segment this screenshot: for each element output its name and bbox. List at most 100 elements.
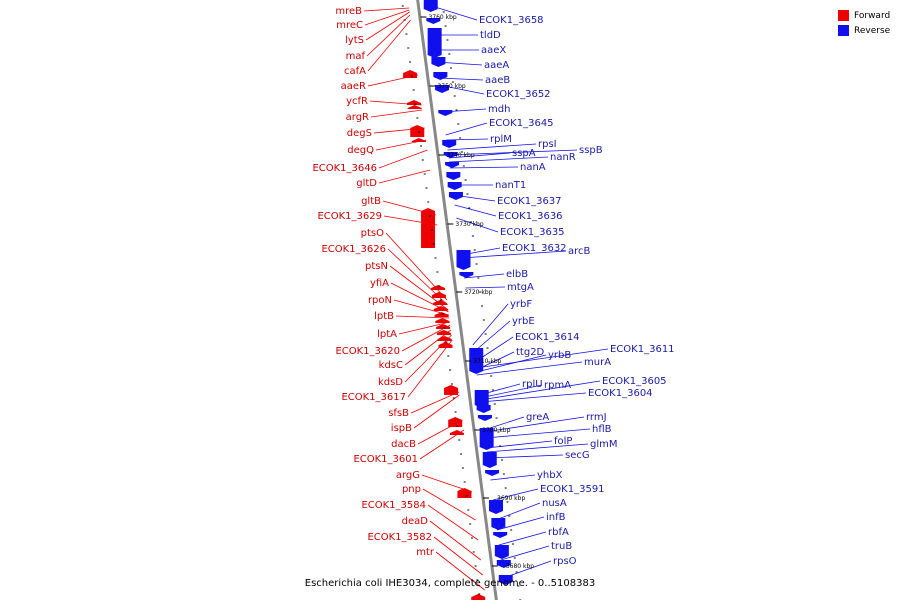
forward-swatch: [838, 10, 849, 21]
forward-label-mreC: mreC: [336, 20, 363, 31]
forward-label-dacB: dacB: [391, 439, 416, 450]
reverse-label-yrbB: yrbB: [548, 350, 571, 361]
forward-leader-sfsB: [410, 391, 460, 414]
scale-label: 3700 kbp: [482, 427, 510, 434]
genome-backbone: [416, 0, 499, 604]
reverse-gene-block-13: [456, 250, 471, 270]
reverse-label-folP: folP: [554, 436, 572, 447]
forward-leader-ispB: [413, 394, 460, 429]
forward-label-gltD: gltD: [356, 178, 377, 189]
forward-label-gltB: gltB: [361, 196, 381, 207]
forward-leader-gltD: [378, 169, 431, 184]
reverse-leader-nanR: [449, 156, 549, 163]
reverse-label-ECOK1_3604: ECOK1_3604: [588, 388, 653, 399]
forward-label-sfsB: sfsB: [388, 408, 409, 419]
reverse-label-ECOK1_3652: ECOK1_3652: [486, 89, 551, 100]
reverse-label-yhbX: yhbX: [537, 470, 563, 481]
reverse-gene-block-19: [479, 428, 494, 450]
reverse-label-nanR: nanR: [550, 152, 576, 163]
forward-gene-block-0: [403, 70, 418, 78]
reverse-label-ECOK1_3637: ECOK1_3637: [497, 196, 562, 207]
legend-item-reverse: Reverse: [838, 23, 900, 38]
reverse-leader-sspA: [448, 152, 511, 159]
forward-label-ECOK1_3582: ECOK1_3582: [367, 532, 432, 543]
reverse-label-nusA: nusA: [542, 498, 567, 509]
reverse-label-rpmA: rpmA: [544, 380, 571, 391]
forward-label-ECOK1_3601: ECOK1_3601: [353, 454, 418, 465]
reverse-label-hflB: hflB: [592, 424, 612, 435]
reverse-leader-rbfA: [498, 531, 547, 546]
forward-label-rpoN: rpoN: [368, 295, 392, 306]
legend-label-forward: Forward: [854, 10, 891, 21]
forward-gene-block-7: [431, 292, 446, 298]
forward-label-ECOK1_3629: ECOK1_3629: [317, 211, 382, 222]
reverse-gene-block-9: [445, 162, 460, 168]
reverse-leader-arcB: [461, 250, 567, 259]
reverse-label-greA: greA: [526, 412, 549, 423]
forward-label-lptA: lptA: [377, 329, 397, 340]
reverse-leader-ECOK1_3605: [479, 380, 601, 401]
reverse-gene-block-0: [423, 0, 438, 12]
forward-leader-mreB: [363, 7, 410, 12]
reverse-gene-block-23: [491, 518, 506, 530]
reverse-leader-mtgA: [465, 286, 506, 289]
forward-leader-lytS: [365, 11, 410, 41]
reverse-leader-greA: [483, 416, 525, 431]
reverse-leader-ECOK1_3636: [454, 204, 497, 217]
forward-label-kdsD: kdsD: [378, 377, 403, 388]
reverse-label-glmM: glmM: [590, 439, 618, 450]
reverse-gene-block-27: [498, 575, 513, 585]
reverse-label-ECOK1_3611: ECOK1_3611: [610, 344, 675, 355]
forward-gene-block-2: [407, 105, 422, 109]
reverse-gene-block-10: [446, 172, 461, 180]
forward-label-mreB: mreB: [335, 6, 362, 17]
forward-label-ispB: ispB: [391, 423, 412, 434]
forward-gene-block-17: [448, 417, 463, 427]
forward-leader-kdsD: [404, 334, 452, 383]
legend-item-forward: Forward: [838, 8, 900, 23]
reverse-leader-nusA: [495, 502, 541, 521]
forward-gene-block-8: [433, 300, 447, 305]
reverse-label-ECOK1_3632: ECOK1_3632: [502, 243, 567, 254]
forward-gene-block-1: [407, 100, 421, 105]
reverse-label-sspB: sspB: [579, 145, 603, 156]
reverse-label-murA: murA: [584, 357, 611, 368]
forward-leader-ECOK1_3582: [433, 536, 483, 576]
reverse-gene-block-22: [489, 500, 503, 514]
forward-label-ECOK1_3617: ECOK1_3617: [341, 392, 406, 403]
reverse-label-nanA: nanA: [520, 162, 546, 173]
scale-label: 3750 kbp: [437, 83, 465, 90]
reverse-label-infB: infB: [546, 512, 566, 523]
forward-leader-argR: [370, 109, 423, 118]
forward-gene-block-13: [436, 330, 451, 335]
forward-label-ECOK1_3626: ECOK1_3626: [321, 244, 386, 255]
forward-label-lptB: lptB: [374, 311, 394, 322]
reverse-leader-secG: [487, 454, 564, 459]
scale-label: 3720 kbp: [464, 289, 492, 296]
reverse-gene-block-4: [433, 72, 448, 80]
reverse-label-ECOK1_3614: ECOK1_3614: [515, 332, 580, 343]
reverse-gene-block-16: [474, 390, 489, 408]
reverse-label-ECOK1_3645: ECOK1_3645: [489, 118, 554, 129]
forward-gene-block-9: [433, 306, 448, 311]
forward-gene-block-5: [421, 208, 436, 248]
reverse-label-ECOK1_3658: ECOK1_3658: [479, 15, 544, 26]
reverse-leader-yrbB: [476, 354, 547, 373]
forward-label-yfiA: yfiA: [370, 278, 389, 289]
reverse-gene-block-24: [493, 532, 508, 538]
reverse-label-secG: secG: [565, 450, 590, 461]
forward-leader-ECOK1_3620: [401, 324, 451, 352]
legend-label-reverse: Reverse: [854, 25, 891, 36]
forward-label-cafA: cafA: [344, 66, 366, 77]
forward-label-kdsC: kdsC: [379, 360, 403, 371]
forward-gene-block-14: [437, 336, 452, 341]
reverse-leader-yrbE: [473, 320, 511, 353]
forward-label-deaD: deaD: [402, 516, 429, 527]
forward-leader-kdsC: [404, 329, 452, 366]
reverse-label-rrmJ: rrmJ: [586, 412, 607, 423]
forward-leader-cafA: [367, 19, 411, 72]
reverse-leader-ECOK1_3645: [445, 122, 488, 136]
reverse-gene-block-20: [482, 452, 497, 468]
forward-label-maf: maf: [346, 51, 366, 62]
